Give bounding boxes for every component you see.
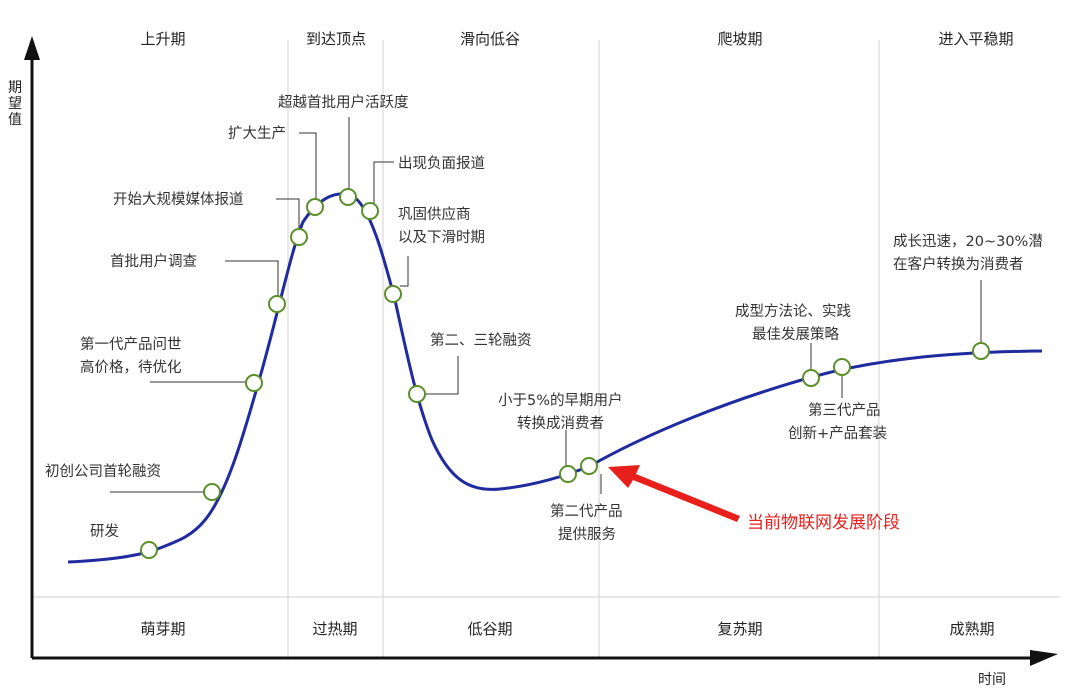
- annotation-a2: 初创公司首轮融资: [45, 463, 161, 480]
- annotation-a12-line2: 提供服务: [558, 526, 616, 543]
- leader-a9: [400, 256, 409, 287]
- annotation-a15-line2: 在客户转换为消费者: [893, 256, 1024, 273]
- node-a1: [140, 541, 158, 559]
- axes: [24, 36, 1058, 666]
- phase-top-peak: 到达顶点: [306, 30, 366, 48]
- leader-a10: [424, 356, 459, 395]
- node-a3: [245, 374, 263, 392]
- top-phases: 上升期 到达顶点 滑向低谷 爬坡期 进入平稳期: [140, 30, 1013, 48]
- annotation-a10: 第二、三轮融资: [430, 331, 532, 349]
- current-stage-label: 当前物联网发展阶段: [747, 513, 900, 533]
- annotation-a5: 开始大规模媒体报道: [113, 191, 244, 208]
- x-axis-label: 时间: [978, 672, 1006, 688]
- annotation-a7: 超越首批用户活跃度: [278, 94, 409, 111]
- leader-a4: [225, 260, 279, 297]
- annotation-a13-line2: 最佳发展策略: [752, 326, 839, 343]
- y-axis-label-1: 期: [8, 80, 22, 96]
- y-axis-label-2: 望: [8, 96, 22, 112]
- annotation-a3-line1: 第一代产品问世: [80, 335, 182, 353]
- phase-dividers: [32, 40, 1060, 658]
- leader-a6: [299, 132, 317, 201]
- node-a14: [833, 358, 851, 376]
- node-a4: [268, 295, 286, 313]
- annotation-a9-line1: 巩固供应商: [398, 205, 471, 223]
- current-stage-marker: 当前物联网发展阶段: [608, 465, 900, 533]
- annotation-a1: 研发: [90, 523, 119, 540]
- annotation-a9-line2: 以及下滑时期: [398, 229, 485, 246]
- annotation-a11-line1: 小于5%的早期用户: [498, 392, 623, 409]
- node-a10: [408, 385, 426, 403]
- node-a5: [290, 228, 308, 246]
- x-axis-arrow-icon: [1030, 650, 1058, 666]
- annotation-a8: 出现负面报道: [398, 155, 485, 172]
- phase-top-rising: 上升期: [140, 30, 185, 48]
- leader-a8: [373, 161, 394, 204]
- node-a2: [203, 483, 221, 501]
- node-a12: [580, 457, 598, 475]
- annotation-a14-line2: 创新+产品套装: [788, 425, 887, 442]
- annotation-a3-line2: 高价格，待优化: [80, 359, 182, 376]
- annotation-a11-line2: 转换成消费者: [517, 415, 604, 432]
- y-axis-arrow-icon: [24, 36, 40, 60]
- annotations: 研发 初创公司首轮融资 第一代产品问世 高价格，待优化 首批用户调查 开始大规模…: [45, 94, 1043, 543]
- node-a11: [559, 465, 577, 483]
- phase-top-sliding: 滑向低谷: [460, 30, 520, 48]
- annotation-a12-line1: 第二代产品: [550, 502, 623, 520]
- annotation-a14-line1: 第三代产品: [808, 401, 881, 419]
- node-a8: [361, 202, 379, 220]
- node-a6: [306, 198, 324, 216]
- node-a15: [972, 342, 990, 360]
- annotation-a15-line1: 成长迅速，20~30%潜: [893, 233, 1043, 250]
- node-a9: [384, 285, 402, 303]
- phase-bottom-mature: 成熟期: [949, 620, 994, 638]
- bottom-phases: 萌芽期 过热期 低谷期 复苏期 成熟期: [140, 620, 994, 638]
- leader-lines: [110, 117, 982, 494]
- node-a13: [802, 369, 820, 387]
- phase-bottom-sprout: 萌芽期: [140, 620, 185, 638]
- y-axis-label-3: 值: [8, 112, 22, 128]
- current-stage-arrow-icon: [608, 465, 740, 522]
- phase-bottom-trough: 低谷期: [467, 620, 512, 638]
- node-a7: [339, 188, 357, 206]
- leader-a5: [276, 198, 300, 230]
- phase-bottom-recovery: 复苏期: [717, 620, 762, 638]
- phase-bottom-overheat: 过热期: [312, 620, 357, 638]
- annotation-a6: 扩大生产: [228, 125, 286, 142]
- annotation-a4: 首批用户调查: [110, 253, 197, 270]
- phase-top-plateau: 进入平稳期: [938, 30, 1013, 48]
- curve-nodes: [140, 188, 990, 559]
- annotation-a13-line1: 成型方法论、实践: [735, 303, 851, 320]
- phase-top-climbing: 爬坡期: [717, 30, 762, 48]
